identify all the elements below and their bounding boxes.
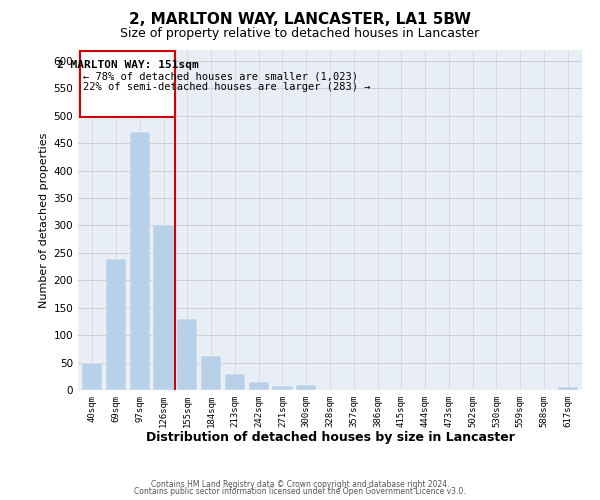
Bar	[106, 260, 126, 390]
Y-axis label: Number of detached properties: Number of detached properties	[39, 132, 49, 308]
Text: 22% of semi-detached houses are larger (283) →: 22% of semi-detached houses are larger (…	[83, 82, 370, 92]
Text: 2 MARLTON WAY: 151sqm: 2 MARLTON WAY: 151sqm	[57, 60, 199, 70]
Bar	[82, 362, 103, 390]
Bar	[557, 388, 578, 390]
Text: Size of property relative to detached houses in Lancaster: Size of property relative to detached ho…	[121, 28, 479, 40]
Text: Contains public sector information licensed under the Open Government Licence v3: Contains public sector information licen…	[134, 488, 466, 496]
FancyBboxPatch shape	[80, 51, 175, 118]
Bar	[225, 374, 245, 390]
Bar	[296, 384, 316, 390]
Text: ← 78% of detached houses are smaller (1,023): ← 78% of detached houses are smaller (1,…	[83, 72, 358, 82]
Text: 2, MARLTON WAY, LANCASTER, LA1 5BW: 2, MARLTON WAY, LANCASTER, LA1 5BW	[129, 12, 471, 28]
Bar	[177, 318, 197, 390]
X-axis label: Distribution of detached houses by size in Lancaster: Distribution of detached houses by size …	[146, 432, 514, 444]
Bar	[272, 386, 293, 390]
Text: Contains HM Land Registry data © Crown copyright and database right 2024.: Contains HM Land Registry data © Crown c…	[151, 480, 449, 489]
Bar	[248, 382, 269, 390]
Bar	[130, 132, 150, 390]
Bar	[154, 226, 173, 390]
Bar	[201, 356, 221, 390]
